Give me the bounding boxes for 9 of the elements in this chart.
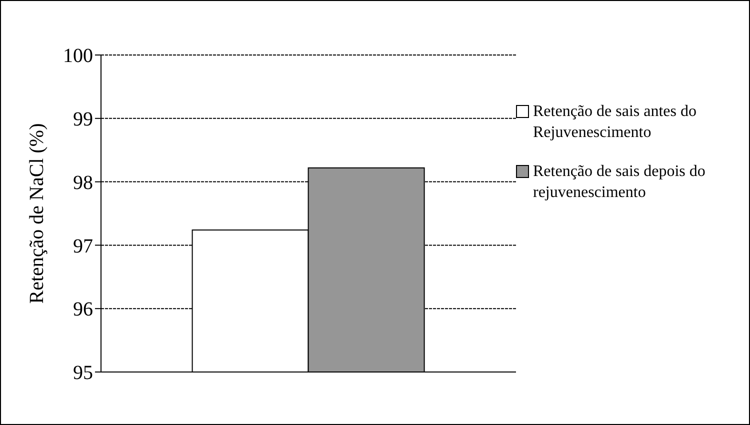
y-tick-label: 97 xyxy=(73,235,93,258)
y-tick-label: 100 xyxy=(63,45,93,68)
legend-label: Retenção de sais antes do Rejuvenescimento xyxy=(533,102,698,143)
y-tick-label: 99 xyxy=(73,108,93,130)
y-tick-label: 98 xyxy=(73,172,93,194)
y-tick-label: 96 xyxy=(73,298,93,321)
y-axis-title: Retenção de NaCl (%) xyxy=(26,123,48,304)
y-tick-label: 95 xyxy=(73,362,93,384)
legend-label: Retenção de sais depois do rejuvenescimento xyxy=(533,162,706,203)
